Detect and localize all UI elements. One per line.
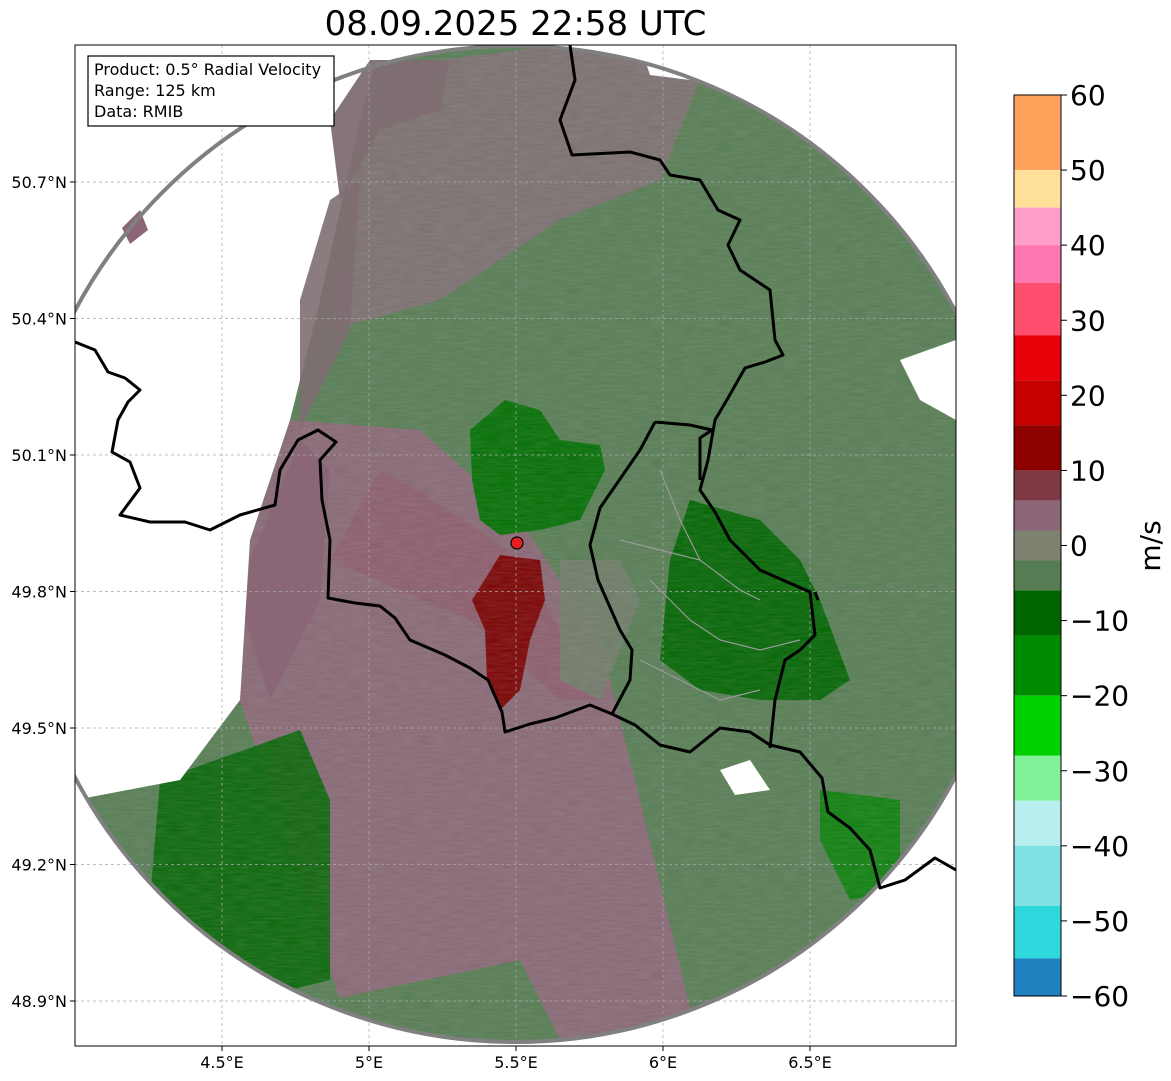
colorbar: 60 50 40 30 20 10 0 −10 −20 −30 −40 −50 −60 m/s (1013, 79, 1167, 1013)
lat-tick-label: 48.9°N (11, 992, 67, 1011)
colorbar-band (1014, 635, 1061, 696)
colorbar-band (1014, 245, 1061, 283)
latitude-tick-labels: 48.9°N 49.2°N 49.5°N 49.8°N 50.1°N 50.4°N 50.7… (11, 173, 75, 1011)
colorbar-band (1014, 470, 1061, 501)
info-box: Product: 0.5° Radial Velocity Range: 125… (87, 55, 335, 127)
lat-tick-label: 49.2°N (11, 856, 67, 875)
colorbar-band (1014, 170, 1061, 208)
lon-tick-label: 5°E (355, 1053, 383, 1072)
lat-tick-label: 50.7°N (11, 173, 67, 192)
info-line-source: Data: RMIB (94, 102, 183, 121)
lon-tick-label: 5.5°E (494, 1053, 538, 1072)
map-title: 08.09.2025 22:58 UTC (324, 4, 707, 44)
lat-tick-label: 49.8°N (11, 583, 67, 602)
info-line-product: Product: 0.5° Radial Velocity (94, 60, 321, 79)
colorbar-tick-label: 10 (1070, 454, 1106, 487)
colorbar-tick-label: −20 (1070, 680, 1129, 713)
colorbar-tick-label: 40 (1070, 229, 1106, 262)
colorbar-ticks: 60 50 40 30 20 10 0 −10 −20 −30 −40 −50 −60 (1061, 79, 1129, 1013)
colorbar-band (1014, 905, 1061, 959)
colorbar-band (1014, 95, 1061, 171)
colorbar-tick-label: −60 (1070, 980, 1129, 1013)
colorbar-tick-label: −10 (1070, 605, 1129, 638)
colorbar-tick-label: 0 (1070, 530, 1088, 563)
colorbar-band (1014, 530, 1061, 561)
radar-site-marker (510, 536, 524, 550)
colorbar-tick-label: −50 (1070, 905, 1129, 938)
colorbar-band (1014, 958, 1061, 996)
lon-tick-label: 4.5°E (200, 1053, 244, 1072)
colorbar-band (1014, 800, 1061, 846)
country-borders (75, 45, 956, 890)
border-luxembourg (588, 421, 657, 715)
colorbar-tick-label: 30 (1070, 304, 1106, 337)
lon-tick-label: 6.5°E (788, 1053, 832, 1072)
gridlines (75, 45, 956, 1046)
border-belgium-luxembourg (654, 420, 714, 480)
colorbar-band (1014, 755, 1061, 801)
lat-tick-label: 50.4°N (11, 310, 67, 329)
range-ring (75, 45, 956, 1044)
colorbar-band (1014, 380, 1061, 426)
lat-tick-label: 50.1°N (11, 446, 67, 465)
colorbar-band (1014, 282, 1061, 336)
colorbar-tick-label: −30 (1070, 755, 1129, 788)
info-line-range: Range: 125 km (94, 81, 216, 100)
colorbar-tick-label: 60 (1070, 79, 1106, 112)
colorbar-tick-label: −40 (1070, 830, 1129, 863)
colorbar-band (1014, 500, 1061, 531)
colorbar-bands (1014, 95, 1061, 996)
colorbar-band (1014, 425, 1061, 471)
colorbar-label: m/s (1134, 520, 1167, 571)
lat-tick-label: 49.5°N (11, 719, 67, 738)
colorbar-band (1014, 207, 1061, 246)
border-france-belgium-west (75, 340, 956, 890)
colorbar-tick-label: 50 (1070, 154, 1106, 187)
colorbar-band (1014, 590, 1061, 636)
longitude-tick-labels: 4.5°E 5°E 5.5°E 6°E 6.5°E (200, 1046, 832, 1072)
border-germany-east (813, 591, 820, 601)
colorbar-band (1014, 335, 1061, 381)
border-belgium-germany (558, 45, 817, 749)
colorbar-band (1014, 560, 1061, 591)
lon-tick-label: 6°E (649, 1053, 677, 1072)
colorbar-band (1014, 845, 1061, 906)
colorbar-tick-label: 20 (1070, 379, 1106, 412)
admin-boundaries (619, 469, 801, 701)
colorbar-band (1014, 695, 1061, 756)
